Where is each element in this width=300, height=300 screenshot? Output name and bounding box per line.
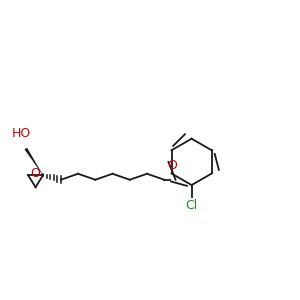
Text: O: O [31, 167, 40, 180]
Text: Cl: Cl [185, 199, 198, 212]
Text: HO: HO [12, 127, 31, 140]
Polygon shape [25, 148, 43, 175]
Text: O: O [168, 159, 178, 172]
